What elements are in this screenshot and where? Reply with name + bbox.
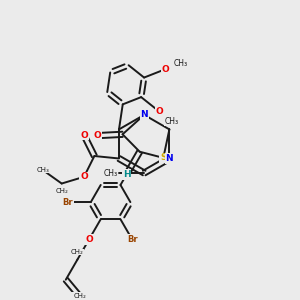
Text: CH₂: CH₂	[71, 249, 84, 255]
Text: CH₃: CH₃	[36, 167, 49, 173]
Text: N: N	[166, 154, 173, 163]
Text: CH₃: CH₃	[165, 117, 179, 126]
Text: N: N	[140, 110, 148, 119]
Text: H: H	[123, 170, 130, 179]
Text: O: O	[80, 131, 88, 140]
Text: O: O	[85, 235, 93, 244]
Text: O: O	[155, 107, 163, 116]
Text: O: O	[94, 131, 102, 140]
Text: O: O	[162, 64, 169, 74]
Text: S: S	[160, 153, 167, 162]
Text: O: O	[80, 172, 88, 181]
Text: CH₂: CH₂	[73, 293, 86, 299]
Text: Br: Br	[127, 235, 137, 244]
Text: Br: Br	[62, 198, 73, 207]
Text: CH₃: CH₃	[104, 169, 118, 178]
Text: CH₃: CH₃	[174, 59, 188, 68]
Text: CH₂: CH₂	[55, 188, 68, 194]
